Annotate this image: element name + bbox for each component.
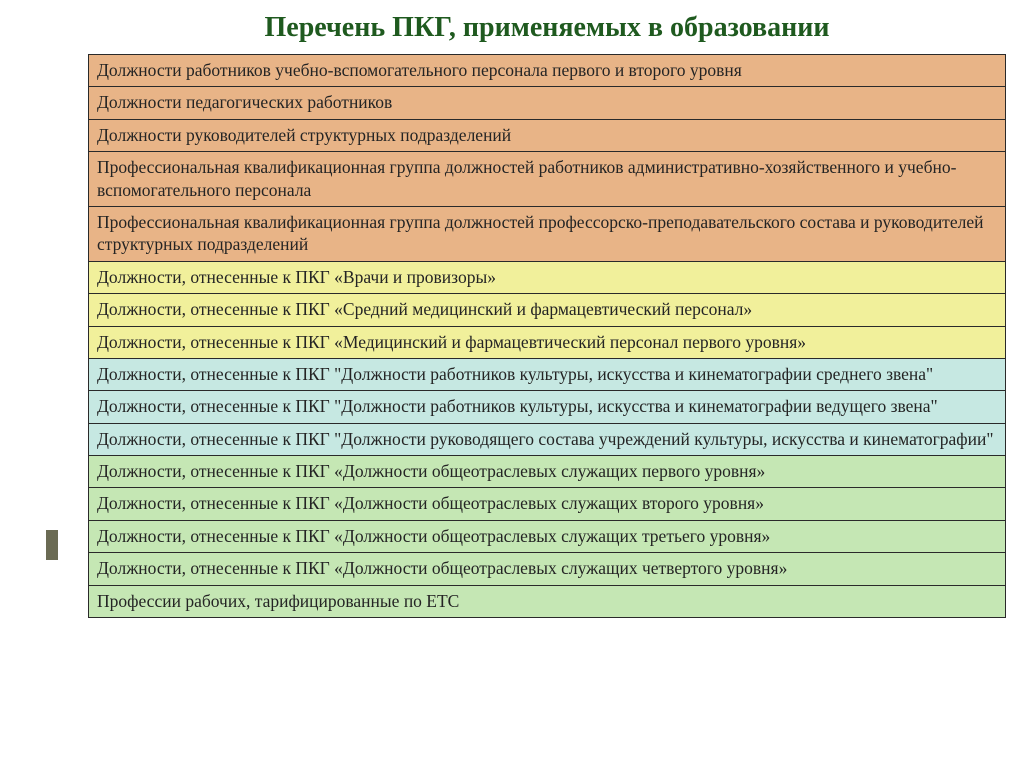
page-title: Перечень ПКГ, применяемых в образовании	[88, 12, 1006, 44]
table-cell: Должности, отнесенные к ПКГ "Должности р…	[89, 423, 1006, 455]
table-cell: Профессиональная квалификационная группа…	[89, 152, 1006, 207]
table-cell: Должности, отнесенные к ПКГ «Должности о…	[89, 520, 1006, 552]
table-cell: Профессии рабочих, тарифицированные по Е…	[89, 585, 1006, 617]
table-row: Профессии рабочих, тарифицированные по Е…	[89, 585, 1006, 617]
table-cell: Должности, отнесенные к ПКГ «Средний мед…	[89, 294, 1006, 326]
table-cell: Должности, отнесенные к ПКГ «Должности о…	[89, 553, 1006, 585]
table-row: Должности, отнесенные к ПКГ "Должности р…	[89, 358, 1006, 390]
table-row: Должности, отнесенные к ПКГ «Должности о…	[89, 520, 1006, 552]
table-cell: Должности педагогических работников	[89, 87, 1006, 119]
table-row: Должности, отнесенные к ПКГ "Должности р…	[89, 391, 1006, 423]
table-cell: Должности, отнесенные к ПКГ «Должности о…	[89, 456, 1006, 488]
table-row: Должности, отнесенные к ПКГ "Должности р…	[89, 423, 1006, 455]
table-cell: Должности, отнесенные к ПКГ «Врачи и про…	[89, 261, 1006, 293]
table-row: Должности, отнесенные к ПКГ «Средний мед…	[89, 294, 1006, 326]
table-row: Профессиональная квалификационная группа…	[89, 152, 1006, 207]
table-row: Профессиональная квалификационная группа…	[89, 206, 1006, 261]
table-cell: Должности, отнесенные к ПКГ «Должности о…	[89, 488, 1006, 520]
table-cell: Должности работников учебно-вспомогатель…	[89, 55, 1006, 87]
accent-bar	[46, 530, 58, 560]
table-cell: Профессиональная квалификационная группа…	[89, 206, 1006, 261]
table-cell: Должности, отнесенные к ПКГ «Медицинский…	[89, 326, 1006, 358]
table-row: Должности, отнесенные к ПКГ «Врачи и про…	[89, 261, 1006, 293]
table-cell: Должности, отнесенные к ПКГ "Должности р…	[89, 358, 1006, 390]
table-row: Должности работников учебно-вспомогатель…	[89, 55, 1006, 87]
table-row: Должности, отнесенные к ПКГ «Медицинский…	[89, 326, 1006, 358]
pkg-table: Должности работников учебно-вспомогатель…	[88, 54, 1006, 618]
table-row: Должности педагогических работников	[89, 87, 1006, 119]
table-row: Должности, отнесенные к ПКГ «Должности о…	[89, 456, 1006, 488]
table-row: Должности, отнесенные к ПКГ «Должности о…	[89, 553, 1006, 585]
table-cell: Должности руководителей структурных подр…	[89, 119, 1006, 151]
table-cell: Должности, отнесенные к ПКГ "Должности р…	[89, 391, 1006, 423]
table-row: Должности руководителей структурных подр…	[89, 119, 1006, 151]
table-row: Должности, отнесенные к ПКГ «Должности о…	[89, 488, 1006, 520]
